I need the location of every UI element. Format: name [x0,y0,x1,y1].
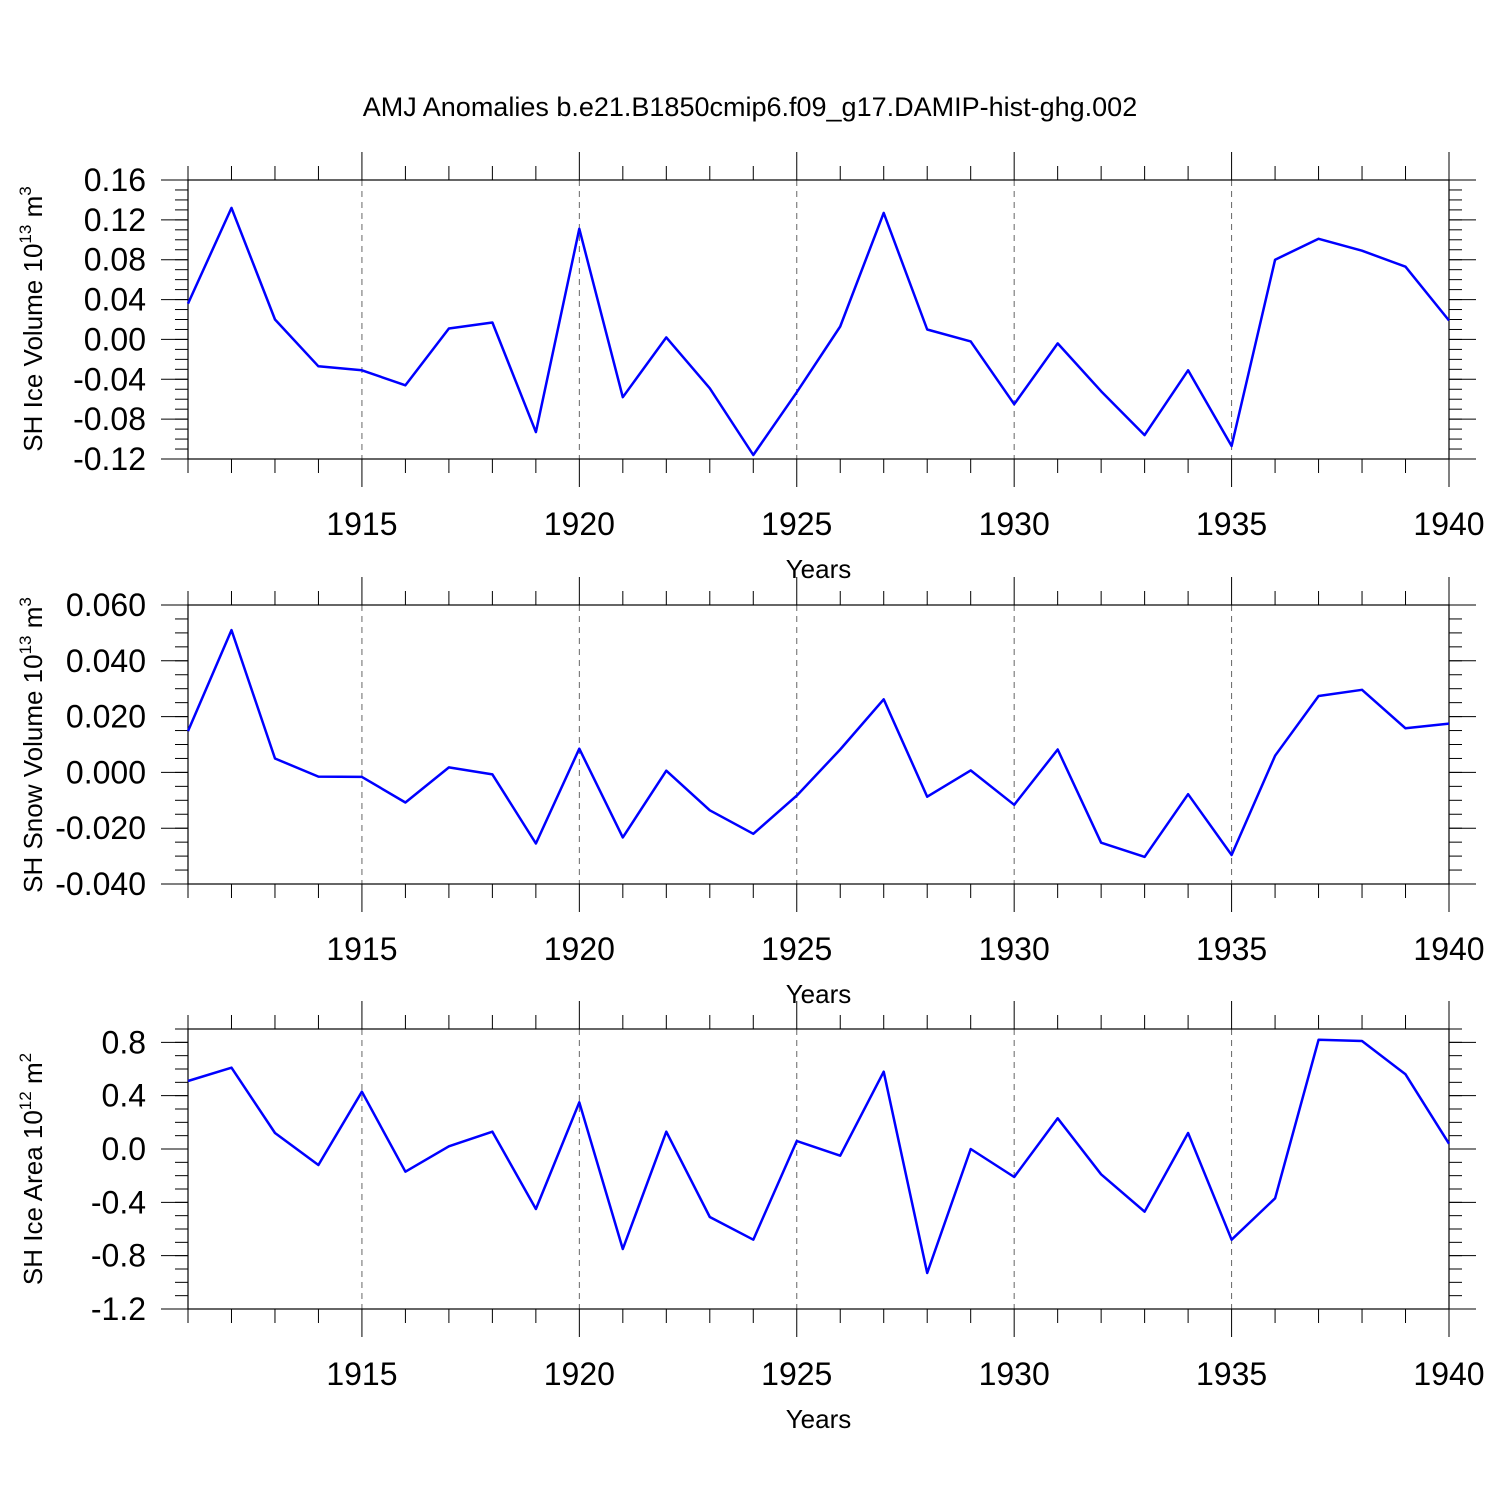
chart-title: AMJ Anomalies b.e21.B1850cmip6.f09_g17.D… [363,92,1137,122]
y-axis-label-unit-exp: 3 [16,186,35,195]
x-tick-label: 1920 [544,506,615,542]
y-tick-label: 0.08 [84,242,146,278]
x-tick-label: 1930 [979,931,1050,967]
y-tick-label: 0.8 [102,1024,146,1060]
y-tick-label: -0.040 [55,866,146,902]
plot-frame [187,1028,1450,1310]
y-tick-label: -0.8 [91,1238,146,1274]
y-tick-label: 0.04 [84,282,146,318]
x-tick-label: 1935 [1196,1356,1267,1392]
x-tick-label: 1930 [979,1356,1050,1392]
y-axis-label: SH Ice Volume 1013 m3 [16,186,48,451]
x-tick-label: 1925 [761,931,832,967]
plot-frame [187,179,1450,460]
y-axis-label-main: SH Ice Area 10 [18,1110,48,1285]
y-tick-label: -0.12 [73,441,146,477]
panel-3: 1915 1920 1925 1930 1935 1940 Years -1.2 -0.8 -0.… [16,1001,1485,1434]
y-tick-label: 0.0 [102,1131,146,1167]
x-tick-label: 1935 [1196,506,1267,542]
y-axis-label-unit: m [18,196,48,225]
x-tick-label: 1930 [979,506,1050,542]
y-tick-label: -0.020 [55,810,146,846]
x-tick-label: 1925 [761,1356,832,1392]
y-axis-label-main: SH Ice Volume 10 [18,244,48,452]
y-axis-label-exp: 12 [16,1091,35,1110]
y-axis-label-unit-exp: 2 [16,1053,35,1062]
y-tick-label: 0.12 [84,202,146,238]
y-tick-label: -1.2 [91,1291,146,1327]
x-tick-label: 1940 [1413,931,1484,967]
panel-2: 1915 1920 1925 1930 1935 1940 Years -0.040 -0.02… [16,577,1485,1009]
y-tick-label: -0.08 [73,401,146,437]
x-tick-label: 1920 [544,1356,615,1392]
y-tick-label: 0.060 [66,587,146,623]
x-tick-label: 1915 [326,1356,397,1392]
y-axis-label: SH Ice Area 1012 m2 [16,1053,48,1285]
series-line [187,1038,1451,1275]
plot-frame [187,604,1450,885]
x-tick-label: 1920 [544,931,615,967]
y-axis-label-unit: m [18,607,48,636]
y-tick-label: -0.4 [91,1184,146,1220]
y-tick-label: 0.040 [66,643,146,679]
y-tick-label: 0.00 [84,321,146,357]
x-tick-label: 1915 [326,931,397,967]
x-tick-label: 1935 [1196,931,1267,967]
x-axis-label: Years [786,554,852,584]
y-axis-label: SH Snow Volume 1013 m3 [16,597,48,893]
y-tick-label: 0.020 [66,699,146,735]
panel-1: 1915 1920 1925 1930 1935 1940 Years -0.12 -0.08 -… [16,152,1485,584]
y-axis-label-exp: 13 [16,635,35,654]
x-tick-label: 1915 [326,506,397,542]
x-axis-label: Years [786,979,852,1009]
series-line [186,628,1450,859]
y-tick-label: 0.16 [84,162,146,198]
x-axis-label: Years [786,1404,852,1434]
y-axis-label-exp: 13 [16,225,35,244]
y-tick-label: -0.04 [73,361,146,397]
y-tick-label: 0.4 [102,1078,146,1114]
y-axis-label-unit-exp: 3 [16,597,35,606]
y-axis-label-main: SH Snow Volume 10 [18,654,48,892]
y-tick-label: 0.000 [66,754,146,790]
x-tick-label: 1940 [1413,1356,1484,1392]
y-axis-label-unit: m [18,1062,48,1091]
series-line [186,206,1450,457]
x-tick-label: 1940 [1413,506,1484,542]
x-tick-label: 1925 [761,506,832,542]
